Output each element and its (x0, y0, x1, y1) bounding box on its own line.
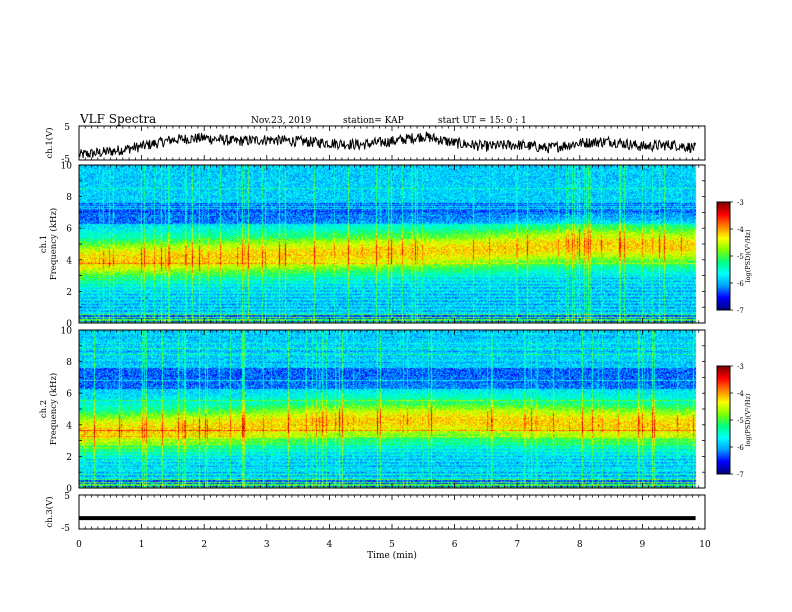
spec1-ytick-label: 6 (66, 225, 72, 235)
ch3-ytick-bottom: -5 (61, 524, 70, 534)
x-tick-label: 2 (201, 540, 207, 550)
ch3-panel-frame (78, 494, 706, 530)
axis-ticks (78, 126, 733, 529)
figure-title: VLF Spectra (79, 112, 156, 126)
spec1-ytick-label: 0 (66, 320, 72, 330)
x-tick-label: 4 (327, 540, 333, 550)
spec2-ytick-label: 8 (66, 358, 72, 368)
tick-labels: 0 1 2 3 4 5 6 7 8 9 1002468100246810-3-4-5-6-7-3-4… (61, 162, 745, 551)
ch1-ytick-top: 5 (64, 123, 70, 133)
x-tick-label: 1 (139, 540, 145, 550)
spec1-ytick-label: 8 (66, 193, 72, 203)
spec1-ytick-label: 10 (61, 162, 73, 172)
ch1-spectrogram (79, 165, 705, 323)
x-axis-label: Time (min) (367, 550, 417, 561)
colorbar1-label: log(PSD)(V²/Hz) (744, 229, 752, 282)
x-tick-label: 3 (264, 540, 270, 550)
station-label: station= KAP (343, 116, 404, 126)
ch3-ytick-top: 5 (64, 492, 70, 502)
colorbar2-holder (717, 366, 730, 474)
spec2-channel-label: ch.2 (39, 400, 49, 418)
cb2-tick-label: -5 (737, 417, 744, 425)
spec2-freq-label: Frequency (kHz) (48, 373, 59, 445)
x-tick-label: 10 (699, 540, 711, 550)
x-tick-label: 8 (577, 540, 583, 550)
colorbar-ch1 (717, 202, 730, 310)
x-tick-label: 5 (389, 540, 395, 550)
x-tick-label: 7 (514, 540, 520, 550)
x-tick-label: 0 (76, 540, 82, 550)
cb1-tick-label: -3 (737, 199, 744, 207)
colorbar2-label: log(PSD)(V²/Hz) (744, 393, 752, 446)
spec2-ytick-label: 4 (66, 421, 72, 431)
spec2-ytick-label: 0 (66, 485, 72, 495)
start-time-label: start UT = 15: 0 : 1 (438, 116, 527, 126)
ch1-ylabel: ch.1(V) (44, 127, 55, 158)
spec1-freq-label: Frequency (kHz) (48, 208, 59, 280)
spec2-ytick-label: 2 (66, 453, 72, 463)
spec1-ytick-label: 2 (66, 288, 72, 298)
spec1-ytick-label: 4 (66, 256, 72, 266)
ch1-waveform-trace (78, 131, 697, 159)
ch2-spectrogram (79, 330, 705, 488)
cb1-tick-label: -5 (737, 253, 744, 261)
ch2-spectrogram-holder (79, 330, 705, 488)
cb2-tick-label: -4 (737, 390, 744, 398)
ch3-ylabel: ch.3(V) (44, 496, 55, 527)
cb1-tick-label: -6 (737, 280, 744, 288)
date-label: Nov.23, 2019 (251, 116, 312, 126)
ch1-spectrogram-holder (79, 165, 705, 323)
spec2-ytick-label: 10 (61, 327, 73, 337)
x-tick-label: 9 (640, 540, 646, 550)
cb2-tick-label: -6 (737, 444, 744, 452)
x-tick-label: 6 (452, 540, 458, 550)
cb2-tick-label: -3 (737, 363, 744, 371)
cb2-tick-label: -7 (737, 471, 744, 479)
ch1-ytick-bottom: -5 (61, 155, 70, 165)
spec1-channel-label: ch.1 (39, 235, 49, 253)
colorbar-ch2 (717, 366, 730, 474)
colorbar1-holder (717, 202, 730, 310)
spec2-ytick-label: 6 (66, 390, 72, 400)
cb1-tick-label: -7 (737, 307, 744, 315)
cb1-tick-label: -4 (737, 226, 744, 234)
